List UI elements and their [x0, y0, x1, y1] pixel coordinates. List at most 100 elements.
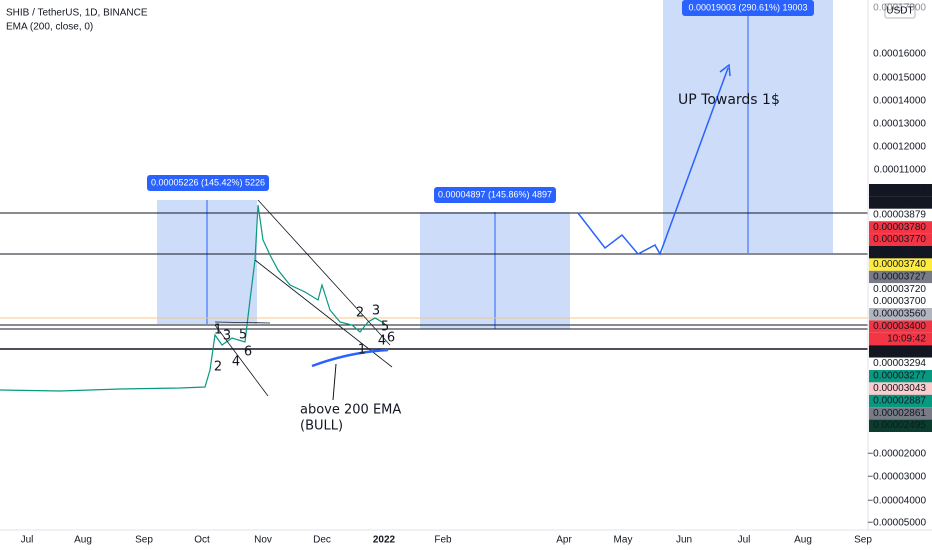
- annotation: above 200 EMA: [300, 403, 401, 418]
- indicator: EMA (200, close, 0): [6, 22, 93, 33]
- price-tag-label: 0.00003764: [873, 247, 926, 258]
- time-label: Sep: [854, 535, 872, 546]
- price-tag: [869, 320, 932, 333]
- wave-label: 3: [372, 304, 380, 319]
- price-tag-label: 0.00002495: [873, 420, 926, 431]
- time-label: Oct: [194, 535, 210, 546]
- price-tag: [869, 184, 932, 197]
- wave-label: 5: [381, 320, 389, 335]
- annotation: (BULL): [300, 419, 343, 434]
- annotation: UP Towards 1$: [678, 92, 780, 108]
- time-label: Sep: [135, 535, 153, 546]
- price-tag-label: 0.00002861: [873, 408, 926, 419]
- price-label: −0.00004000: [867, 496, 926, 507]
- price-label: −0.00002000: [867, 449, 926, 460]
- wave-label: 1: [214, 323, 222, 338]
- price-tag-label: 0.00003043: [873, 383, 926, 394]
- time-label: Dec: [313, 535, 331, 546]
- price-label: −0.00005000: [867, 518, 926, 529]
- time-label: Apr: [556, 535, 572, 546]
- price-label: 0.00014000: [873, 96, 926, 107]
- projection: [577, 67, 729, 256]
- pointer: [332, 363, 337, 401]
- price-tag-label: 0.00003727: [873, 271, 926, 282]
- price-tag: [869, 233, 932, 246]
- levels: [0, 212, 868, 350]
- price-tag: [869, 407, 932, 420]
- price-tag-label: 0.00008268: [873, 185, 926, 196]
- wave-label: 5: [239, 328, 247, 343]
- price-tag-label: 0.00002887: [873, 395, 926, 406]
- measure-label: 0.00005226 (145.42%) 5226: [151, 177, 265, 187]
- time-label: May: [614, 535, 633, 546]
- ema-line: [311, 348, 389, 368]
- time-label: Jul: [21, 535, 34, 546]
- wave-label: 4: [378, 334, 386, 349]
- price-tag: [869, 332, 932, 346]
- price-tag: [869, 283, 932, 296]
- measure-label: 0.00004897 (145.86%) 4897: [438, 189, 552, 199]
- measure-label-bg: [147, 175, 269, 191]
- price-tag: [869, 370, 932, 383]
- price-tag-label: 0.00003277: [873, 371, 926, 382]
- time-label: Nov: [254, 535, 272, 546]
- price-tag-label: 0.00003770: [873, 234, 926, 245]
- time-label: Aug: [74, 535, 92, 546]
- time-label: Jul: [738, 535, 751, 546]
- price-tag-label: 0.00003700: [873, 296, 926, 307]
- time-label: Feb: [434, 535, 452, 546]
- price-tag-label: 0.00003720: [873, 284, 926, 295]
- price-label: 0.00016000: [873, 49, 926, 60]
- price-tag: [869, 246, 932, 259]
- price-tag: [869, 258, 932, 271]
- price-tag: [869, 208, 932, 222]
- price-tag-label: 0.00003740: [873, 259, 926, 270]
- price-tag: [869, 419, 932, 432]
- wave-label: 2: [356, 306, 364, 321]
- time-label: Aug: [794, 535, 812, 546]
- price-tag: [869, 394, 932, 408]
- price-label: 0.00012000: [873, 142, 926, 153]
- price-tag-label: 0.00003347: [873, 346, 926, 357]
- price-tag-label: 0.00006539: [873, 197, 926, 208]
- wave-label: 4: [232, 355, 240, 370]
- trend-lines: [214, 199, 393, 397]
- price-tag: [869, 270, 932, 284]
- time-label: 2022: [373, 535, 396, 546]
- measure-label: 0.00019003 (290.61%) 19003: [688, 2, 807, 12]
- price-tag: [869, 308, 932, 321]
- arrowhead: [719, 63, 731, 77]
- wave-label: 3: [223, 329, 231, 344]
- wave-label: 2: [214, 360, 222, 375]
- currency-badge: [884, 3, 916, 19]
- price-tag: [869, 357, 932, 370]
- price-tag: [869, 221, 932, 234]
- price-tag-label: 0.00003400: [873, 321, 926, 332]
- measure-label-bg: [434, 187, 556, 203]
- price-tag-label: 10:09:42: [887, 333, 926, 344]
- price-tag: [869, 382, 932, 395]
- price-tag: [869, 345, 932, 358]
- price-tag-label: 0.00003294: [873, 358, 926, 369]
- price-label: 0.00015000: [873, 73, 926, 84]
- symbol: SHIB / TetherUS, 1D, BINANCE: [6, 8, 148, 19]
- price-tag: [869, 295, 932, 308]
- measure-label-bg: [682, 0, 814, 16]
- wave-label: 6: [244, 345, 252, 360]
- measure-arrows: [206, 0, 749, 329]
- price-path: [0, 204, 387, 392]
- price-tag-label: 0.00003560: [873, 309, 926, 320]
- price-label: −0.00003000: [867, 472, 926, 483]
- price-tag-label: 0.00003879: [873, 209, 926, 220]
- wave-label: 1: [358, 343, 366, 358]
- price-tag-label: 0.00003780: [873, 222, 926, 233]
- wave-label: 6: [387, 331, 395, 346]
- price-label: 0.00017000: [873, 3, 926, 14]
- price-label: 0.00013000: [873, 119, 926, 130]
- time-label: Jun: [676, 535, 692, 546]
- price-label: 0.00011000: [874, 165, 927, 176]
- currency: USDT: [886, 6, 913, 17]
- price-tag: [869, 196, 932, 209]
